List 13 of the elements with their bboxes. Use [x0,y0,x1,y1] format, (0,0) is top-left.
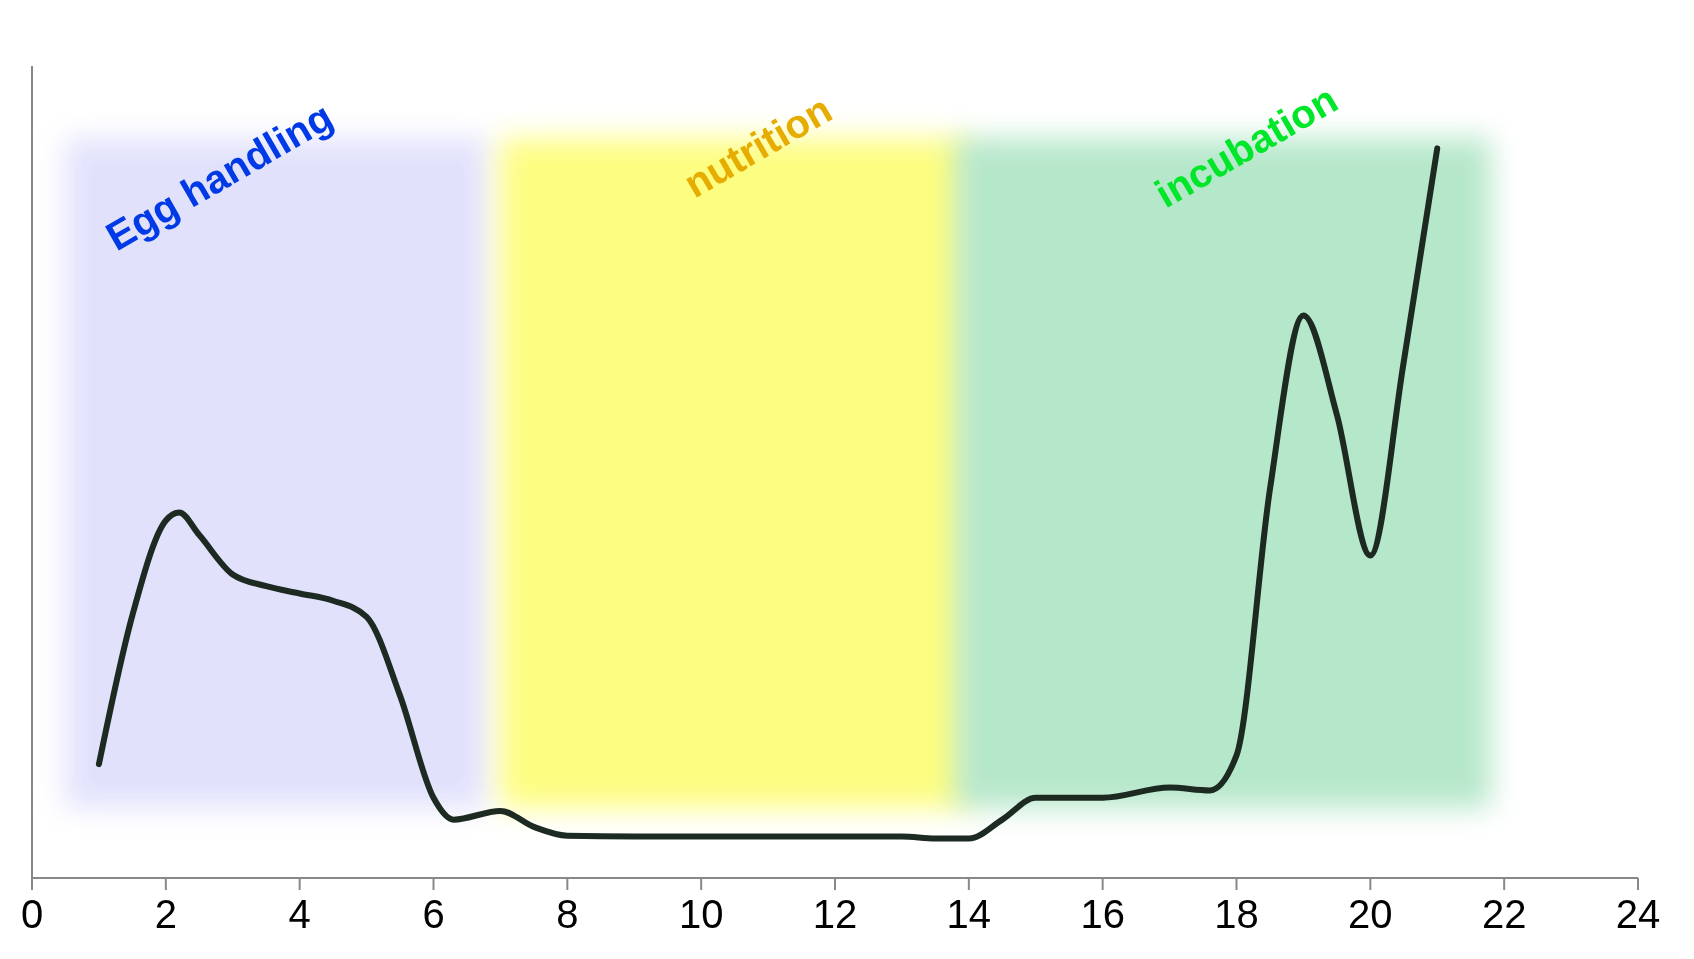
x-tick-label: 24 [1615,892,1661,936]
x-tick-label: 12 [812,892,858,936]
x-tick-label: 22 [1481,892,1527,936]
x-tick-label: 0 [20,892,44,936]
x-tick-label: 8 [556,892,579,936]
x-tick-label: 4 [288,892,311,936]
x-tick-label: 14 [946,892,992,936]
x-tick-label: 16 [1080,892,1125,936]
x-tick-label: 2 [154,892,177,936]
x-tick-label: 10 [678,892,724,936]
x-tick-label: 6 [422,892,445,936]
x-tick-label: 20 [1348,892,1393,936]
x-tick-label: 18 [1214,892,1259,936]
